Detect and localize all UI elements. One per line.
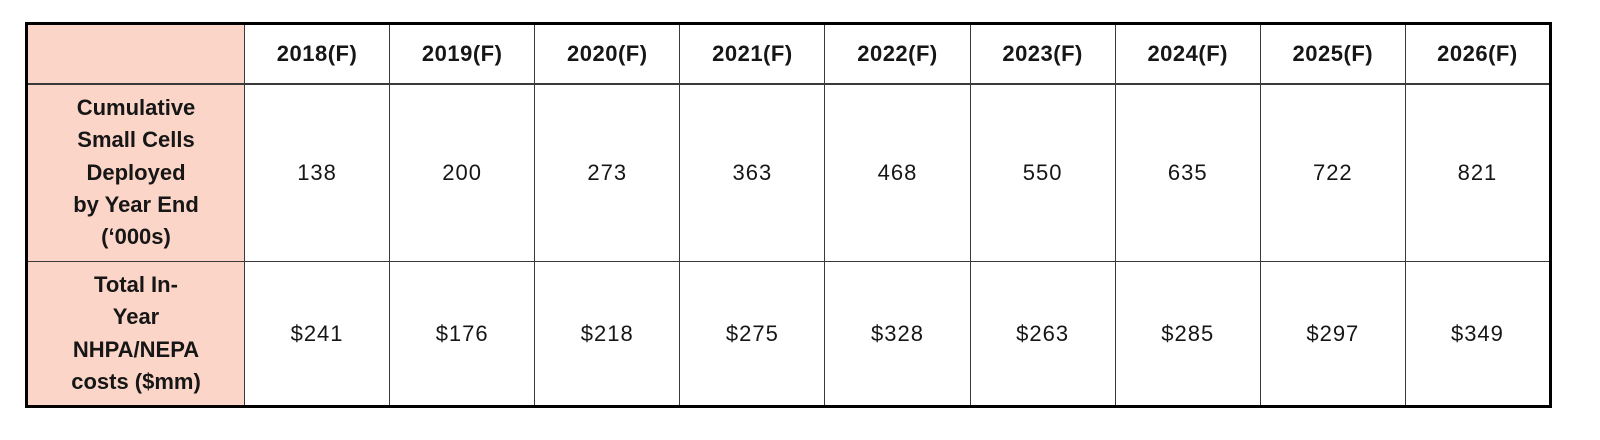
data-cell: 363 xyxy=(679,83,826,262)
data-cell: $349 xyxy=(1404,261,1552,407)
col-header-2021f: 2021(F) xyxy=(679,23,826,85)
row-label-nhpa-nepa-costs: Total In- Year NHPA/NEPA costs ($mm) xyxy=(26,261,245,407)
col-header-2022f: 2022(F) xyxy=(824,23,971,85)
row-label-cumulative-small-cells: Cumulative Small Cells Deployed by Year … xyxy=(26,83,245,262)
col-header-2023f: 2023(F) xyxy=(969,23,1116,85)
table-header-row: 2018(F) 2019(F) 2020(F) 2021(F) 2022(F) … xyxy=(26,23,1552,85)
col-header-2018f: 2018(F) xyxy=(243,23,391,85)
data-cell: $176 xyxy=(389,261,536,407)
forecast-table: 2018(F) 2019(F) 2020(F) 2021(F) 2022(F) … xyxy=(25,22,1552,408)
data-cell: $297 xyxy=(1259,261,1406,407)
data-cell: $275 xyxy=(679,261,826,407)
col-header-2024f: 2024(F) xyxy=(1114,23,1261,85)
data-cell: 550 xyxy=(969,83,1116,262)
data-cell: $285 xyxy=(1114,261,1261,407)
forecast-table-container: 2018(F) 2019(F) 2020(F) 2021(F) 2022(F) … xyxy=(25,22,1552,408)
data-cell: 635 xyxy=(1114,83,1261,262)
table-row-cumulative-small-cells: Cumulative Small Cells Deployed by Year … xyxy=(26,83,1552,262)
data-cell: $328 xyxy=(824,261,971,407)
data-cell: 821 xyxy=(1404,83,1552,262)
col-header-2025f: 2025(F) xyxy=(1259,23,1406,85)
corner-cell xyxy=(26,23,245,85)
col-header-2026f: 2026(F) xyxy=(1404,23,1552,85)
table-row-nhpa-nepa-costs: Total In- Year NHPA/NEPA costs ($mm) $24… xyxy=(26,261,1552,407)
data-cell: 138 xyxy=(243,83,391,262)
data-cell: $241 xyxy=(243,261,391,407)
data-cell: 200 xyxy=(389,83,536,262)
data-cell: 468 xyxy=(824,83,971,262)
col-header-2020f: 2020(F) xyxy=(534,23,681,85)
data-cell: $218 xyxy=(534,261,681,407)
data-cell: 273 xyxy=(534,83,681,262)
data-cell: 722 xyxy=(1259,83,1406,262)
col-header-2019f: 2019(F) xyxy=(389,23,536,85)
data-cell: $263 xyxy=(969,261,1116,407)
